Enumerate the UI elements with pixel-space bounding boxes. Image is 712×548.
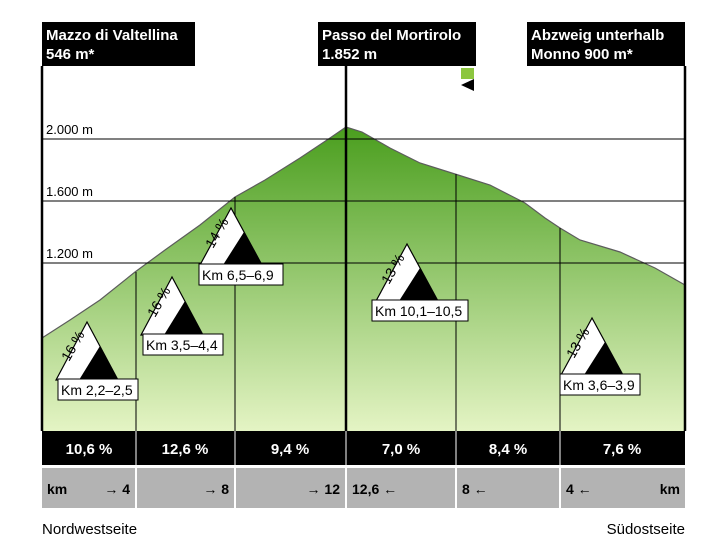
km-unit-right: km	[660, 481, 680, 497]
segment-gradient: 10,6 %	[66, 441, 113, 458]
steep-marker: 13 % Km 3,6–3,9	[559, 316, 641, 396]
km-mark: → 8	[203, 481, 229, 497]
segment-gradient: 12,6 %	[162, 441, 209, 458]
steep-marker: 14 % Km 6,5–6,9	[198, 206, 284, 286]
location-box-left: Mazzo di Valtellina 546 m*	[42, 22, 195, 66]
segment-gradient: 9,4 %	[271, 441, 309, 458]
steep-marker-range: Km 2,2–2,5	[61, 382, 133, 398]
elevation-label: 1.600 m	[46, 184, 93, 199]
flag-icon	[461, 68, 474, 91]
elevation-grid	[42, 138, 685, 264]
steep-marker: 13 % Km 10,1–10,5	[371, 242, 469, 322]
steep-marker-range: Km 10,1–10,5	[375, 303, 462, 319]
km-mark: 12,6 ←	[352, 481, 397, 497]
location-elevation: Monno 900 m*	[531, 46, 633, 63]
steep-marker-range: Km 3,6–3,9	[563, 377, 635, 393]
km-mark: 4 ←	[566, 481, 592, 497]
location-elevation: 1.852 m	[322, 46, 377, 63]
elevation-label: 2.000 m	[46, 122, 93, 137]
segment-gradient: 7,6 %	[603, 441, 641, 458]
segment-gradient: 8,4 %	[489, 441, 527, 458]
steep-marker-range: Km 6,5–6,9	[202, 267, 274, 283]
location-name: Mazzo di Valtellina	[46, 27, 178, 44]
km-mark: 8 ←	[462, 481, 488, 497]
km-scale-bar: km → 4 → 8 → 12 12,6 ← 8 ← 4 ← km	[42, 468, 685, 508]
location-name: Abzweig unterhalb	[531, 27, 664, 44]
steep-marker: 16 % Km 3,5–4,4	[139, 275, 224, 356]
location-box-center: Passo del Mortirolo 1.852 m	[318, 22, 476, 66]
location-box-right: Abzweig unterhalb Monno 900 m*	[527, 22, 685, 66]
profile-outline	[41, 126, 686, 339]
segment-dividers	[40, 66, 687, 431]
side-label-left: Nordwestseite	[42, 521, 137, 538]
location-name: Passo del Mortirolo	[322, 27, 461, 44]
steep-marker-range: Km 3,5–4,4	[146, 337, 218, 353]
elevation-label: 1.200 m	[46, 246, 93, 261]
side-label-right: Südostseite	[607, 521, 685, 538]
segment-gradient: 7,0 %	[382, 441, 420, 458]
location-elevation: 546 m*	[46, 46, 95, 63]
segment-gradient-bar: 10,6 % 12,6 % 9,4 % 7,0 % 8,4 % 7,6 %	[42, 431, 685, 465]
km-mark: → 4	[104, 481, 130, 497]
elevation-labels: 2.000 m 1.600 m 1.200 m	[46, 122, 93, 261]
km-unit-left: km	[47, 481, 67, 497]
km-mark: → 12	[307, 481, 341, 497]
